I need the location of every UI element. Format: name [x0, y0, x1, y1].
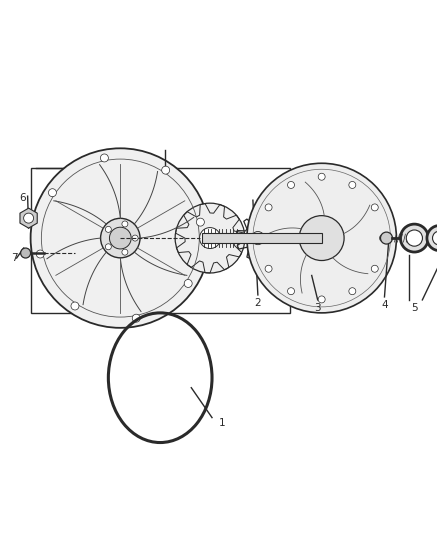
Circle shape: [106, 227, 111, 232]
Circle shape: [132, 235, 138, 241]
Circle shape: [247, 163, 396, 313]
Circle shape: [49, 189, 57, 197]
Circle shape: [318, 296, 325, 303]
Circle shape: [371, 204, 378, 211]
Circle shape: [400, 224, 428, 252]
Text: 6: 6: [19, 193, 26, 203]
Circle shape: [265, 204, 272, 211]
Circle shape: [132, 314, 140, 322]
Bar: [31, 168, 290, 313]
Text: 3: 3: [314, 303, 321, 313]
Circle shape: [196, 218, 205, 226]
Text: 7: 7: [11, 253, 17, 263]
Circle shape: [349, 288, 356, 295]
Text: 5: 5: [411, 303, 418, 313]
Circle shape: [162, 166, 170, 174]
Text: 2: 2: [254, 298, 261, 308]
Circle shape: [71, 302, 79, 310]
Circle shape: [287, 288, 294, 295]
Circle shape: [24, 213, 34, 223]
Circle shape: [122, 249, 128, 255]
Circle shape: [106, 244, 111, 250]
Circle shape: [381, 232, 392, 244]
Circle shape: [175, 203, 245, 273]
Text: 4: 4: [381, 300, 388, 310]
Circle shape: [379, 235, 386, 241]
Circle shape: [349, 181, 356, 189]
Bar: [202, 233, 321, 243]
Circle shape: [299, 216, 344, 261]
Circle shape: [36, 250, 44, 258]
Circle shape: [318, 173, 325, 180]
Circle shape: [21, 248, 31, 258]
Circle shape: [257, 235, 264, 241]
Circle shape: [122, 221, 128, 227]
Circle shape: [432, 231, 438, 245]
Circle shape: [371, 265, 378, 272]
Polygon shape: [20, 208, 37, 228]
Circle shape: [265, 265, 272, 272]
Circle shape: [110, 227, 131, 249]
Text: 1: 1: [219, 417, 225, 427]
Circle shape: [101, 219, 140, 258]
Circle shape: [100, 154, 108, 162]
Circle shape: [427, 225, 438, 251]
Circle shape: [184, 279, 192, 287]
Circle shape: [200, 228, 220, 248]
Circle shape: [287, 181, 294, 189]
Circle shape: [251, 231, 265, 245]
Circle shape: [31, 148, 210, 328]
Circle shape: [406, 230, 423, 246]
